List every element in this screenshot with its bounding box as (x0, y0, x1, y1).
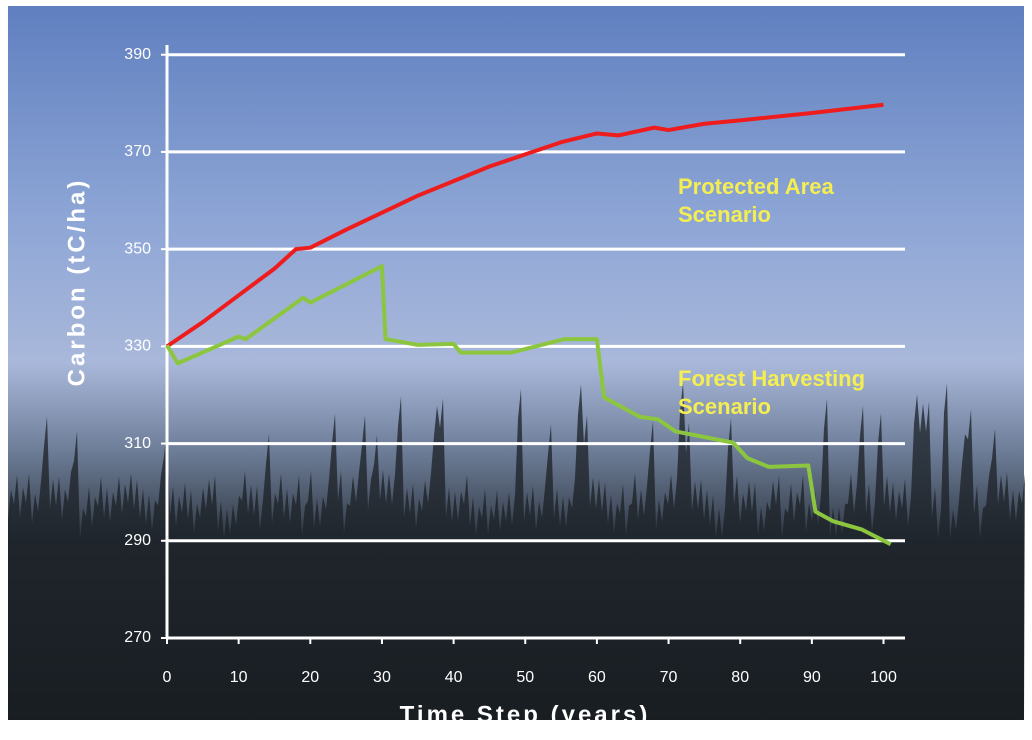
x-tick-label: 90 (803, 669, 821, 686)
chart: Time Step (years) Carbon (tC/ha) 270 290 3… (0, 0, 1032, 740)
annotation: Scenario (678, 202, 771, 227)
x-tick-label: 20 (301, 669, 319, 686)
x-tick-label: 100 (870, 669, 897, 686)
x-axis-title: Time Step (years) (400, 701, 651, 728)
y-tick-label: 270 (124, 629, 151, 646)
annotation: Scenario (678, 394, 771, 419)
x-tick-label: 0 (163, 669, 172, 686)
y-tick-label: 290 (124, 532, 151, 549)
y-axis-title: Carbon (tC/ha) (63, 178, 90, 387)
x-tick-label: 50 (516, 669, 534, 686)
y-tick-label: 350 (124, 240, 151, 257)
annotation: Forest Harvesting (678, 366, 865, 391)
y-tick-label: 330 (124, 338, 151, 355)
x-tick-label: 70 (660, 669, 678, 686)
x-tick-label: 40 (445, 669, 463, 686)
y-tick-label: 390 (124, 46, 151, 63)
y-tick-label: 310 (124, 435, 151, 452)
x-tick-label: 80 (731, 669, 749, 686)
x-tick-label: 30 (373, 669, 391, 686)
annotation: Protected Area (678, 174, 834, 199)
x-tick-label: 10 (230, 669, 248, 686)
page: {"chart_data": {"type": "line", "x_label… (0, 0, 1032, 740)
x-tick-label: 60 (588, 669, 606, 686)
y-tick-label: 370 (124, 143, 151, 160)
